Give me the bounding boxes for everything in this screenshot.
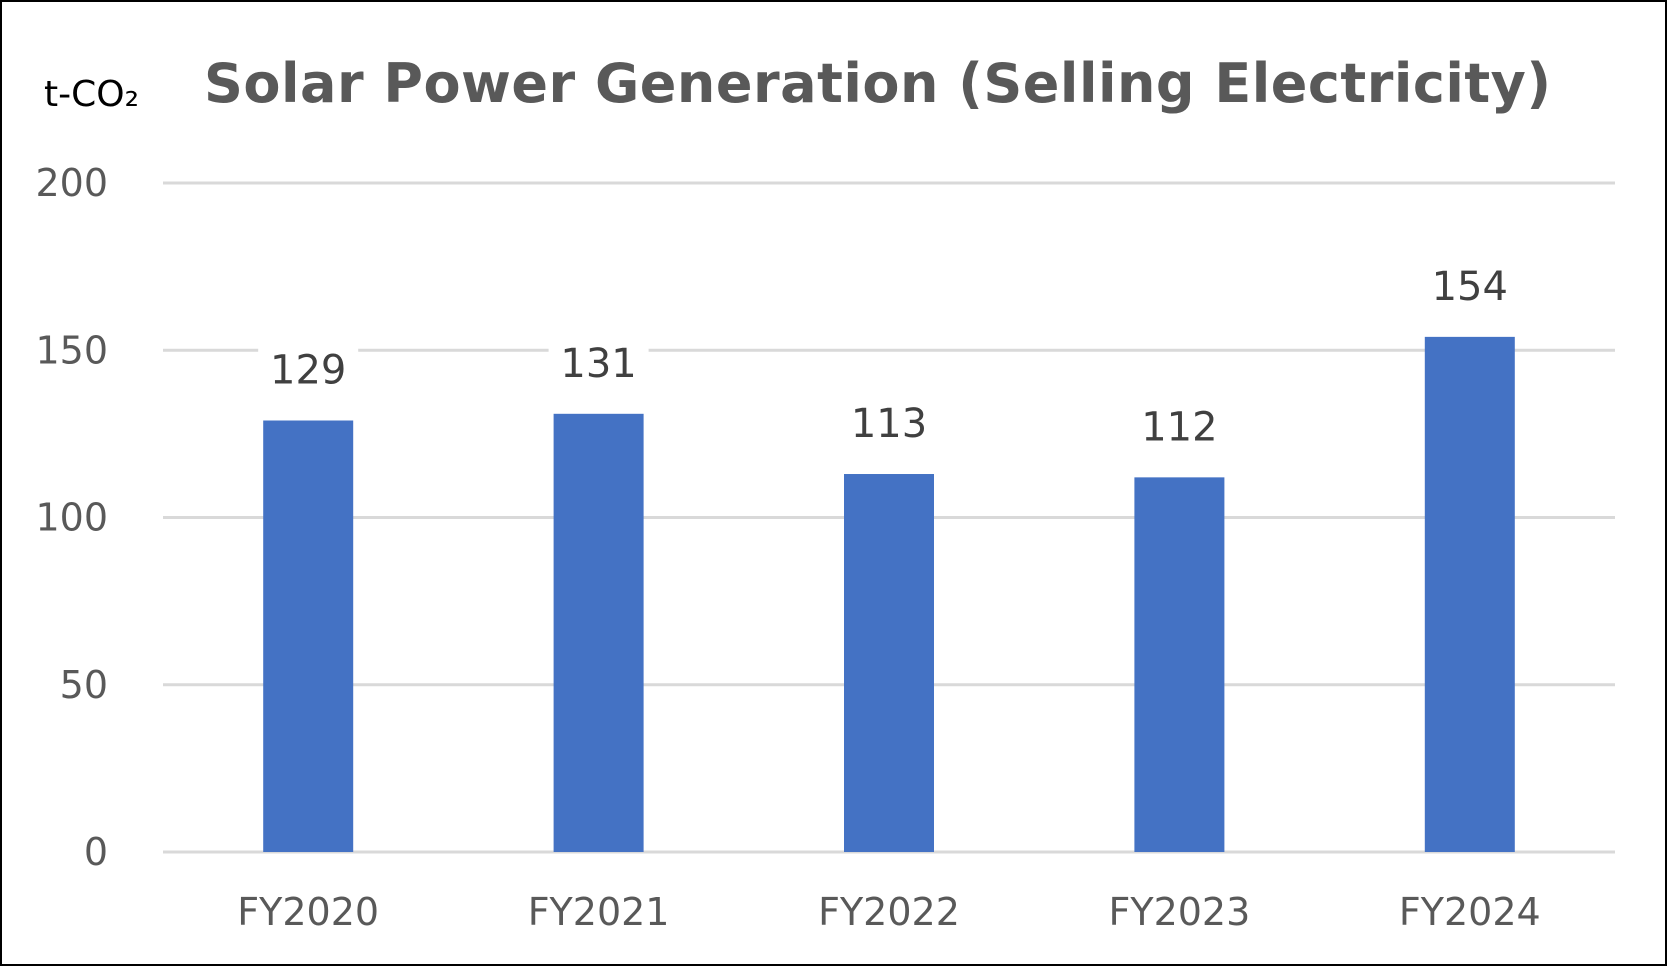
x-category-label: FY2022 <box>818 890 960 934</box>
chart-title: Solar Power Generation (Selling Electric… <box>204 52 1552 115</box>
data-label-background <box>839 401 939 452</box>
y-tick-label: 50 <box>60 663 108 707</box>
y-tick-label: 0 <box>84 830 108 874</box>
data-label-background <box>1129 404 1230 455</box>
bar <box>1134 477 1225 852</box>
data-label-background <box>548 340 649 391</box>
bar <box>263 420 354 852</box>
data-label-background <box>1419 263 1520 314</box>
bar <box>553 413 644 852</box>
data-label: 131 <box>560 341 636 387</box>
x-category-label: FY2023 <box>1109 890 1251 934</box>
bar <box>1424 336 1515 852</box>
x-category-label: FY2020 <box>237 890 379 934</box>
bar <box>844 474 934 852</box>
data-label: 112 <box>1141 404 1217 450</box>
y-tick-label: 150 <box>35 328 108 372</box>
y-axis-unit-label: t-CO₂ <box>44 74 140 115</box>
data-label: 129 <box>270 347 346 393</box>
x-category-label: FY2024 <box>1399 890 1541 934</box>
y-tick-label: 100 <box>35 496 108 540</box>
x-category-label: FY2021 <box>528 890 670 934</box>
data-label: 113 <box>851 401 927 447</box>
data-label-background <box>258 347 359 398</box>
y-tick-label: 200 <box>35 161 108 205</box>
data-label: 154 <box>1432 264 1508 310</box>
